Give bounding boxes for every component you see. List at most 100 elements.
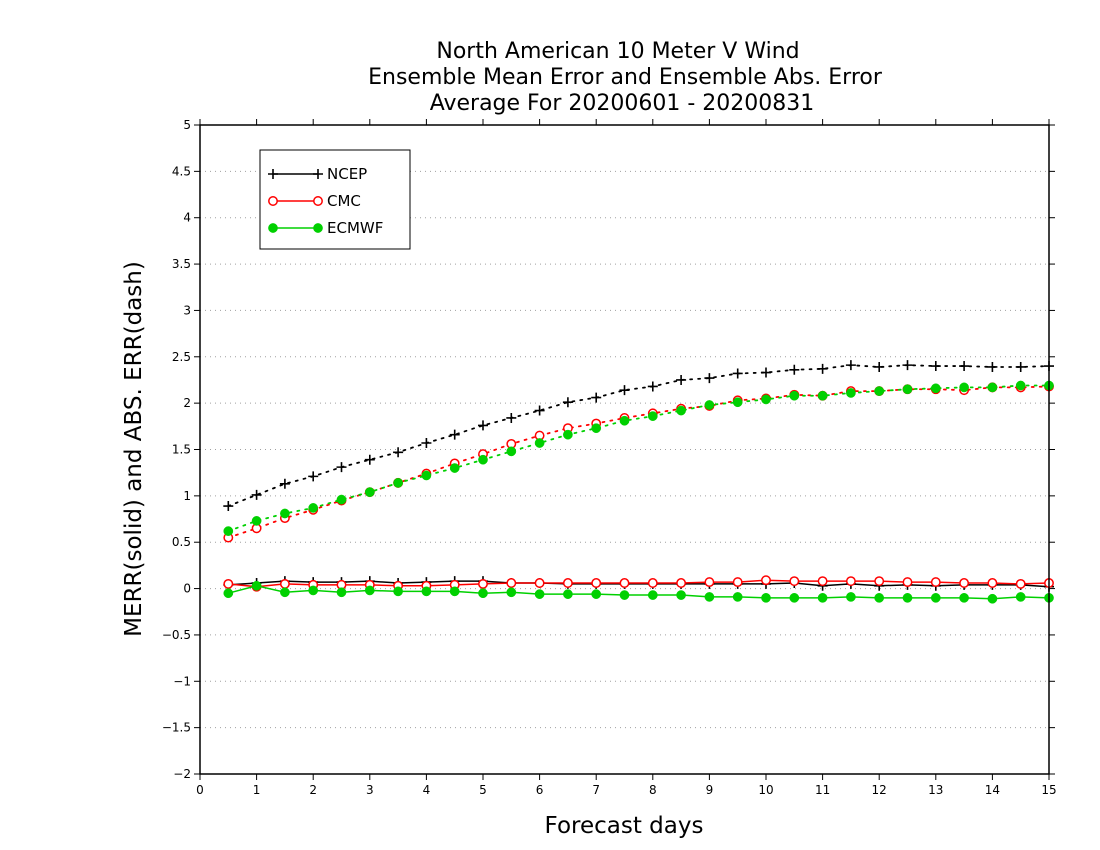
ecmwf-mean-err-point bbox=[732, 592, 743, 602]
x-tick-label: 4 bbox=[423, 783, 431, 797]
y-tick-label: −0.5 bbox=[162, 628, 191, 642]
ecmwf-mean-err-point bbox=[223, 588, 234, 599]
x-tick-label: 1 bbox=[253, 783, 261, 797]
ecmwf-abs-err-point bbox=[251, 516, 262, 526]
y-tick-label: 0.5 bbox=[172, 535, 191, 549]
legend-item-ecmwf: ECMWF bbox=[268, 219, 383, 237]
ecmwf-abs-err-point bbox=[364, 487, 375, 497]
ecmwf-mean-err-point bbox=[619, 590, 630, 600]
cmc-mean-err-point bbox=[647, 578, 658, 588]
ecmwf-abs-err-point bbox=[761, 394, 771, 405]
ecmwf-mean-err-point bbox=[704, 592, 715, 602]
y-tick-label: 5 bbox=[183, 118, 191, 132]
x-tick-label: 14 bbox=[985, 783, 1000, 797]
ecmwf-abs-err-point bbox=[308, 503, 319, 513]
ncep-abs-err-point bbox=[732, 368, 743, 379]
ecmwf-mean-err-line bbox=[228, 585, 1050, 600]
cmc-mean-err-point bbox=[279, 578, 290, 589]
legend-marker bbox=[313, 196, 323, 206]
ecmwf-abs-err-line bbox=[227, 384, 1050, 532]
y-tick-label: 3 bbox=[183, 303, 191, 317]
ecmwf-mean-err-point bbox=[647, 590, 658, 600]
x-tick-label: 15 bbox=[1041, 783, 1056, 797]
y-tick-label: −1 bbox=[173, 674, 191, 688]
ecmwf-abs-err-point bbox=[902, 384, 913, 395]
x-tick-label: 13 bbox=[928, 783, 943, 797]
cmc-mean-err-point bbox=[761, 575, 771, 586]
ecmwf-abs-err-point bbox=[732, 397, 743, 408]
ecmwf-abs-err-point bbox=[563, 429, 573, 440]
legend: NCEP CMC ECMWF bbox=[259, 149, 411, 250]
ncep-abs-err-point bbox=[534, 405, 545, 416]
ecmwf-abs-err-point bbox=[421, 470, 432, 481]
series-layer bbox=[223, 360, 1054, 604]
legend-marker bbox=[268, 223, 278, 233]
x-tick-label: 12 bbox=[872, 783, 887, 797]
cmc-mean-err-point bbox=[845, 576, 856, 587]
legend-label: ECMWF bbox=[327, 219, 383, 237]
ecmwf-mean-err-point bbox=[336, 587, 347, 598]
ecmwf-mean-err-point bbox=[591, 589, 602, 599]
ecmwf-mean-err-point bbox=[449, 586, 460, 597]
cmc-mean-err-point bbox=[562, 578, 573, 588]
ncep-abs-err-point bbox=[478, 420, 488, 431]
y-tick-label: 0 bbox=[183, 582, 191, 596]
cmc-mean-err-point bbox=[534, 578, 545, 588]
ncep-abs-err-point bbox=[676, 374, 687, 385]
legend-items: NCEP CMC ECMWF bbox=[268, 165, 383, 237]
ncep-abs-err-point bbox=[421, 438, 432, 449]
ncep-abs-err-point bbox=[619, 385, 630, 396]
ecmwf-mean-err-point bbox=[1015, 592, 1026, 602]
ecmwf-abs-err-point bbox=[1015, 380, 1026, 391]
ecmwf-mean-err-point bbox=[874, 592, 885, 603]
legend-box bbox=[259, 149, 411, 250]
ncep-abs-err-point bbox=[506, 412, 517, 423]
y-tick-label: 1.5 bbox=[172, 443, 191, 457]
ecmwf-abs-err-point bbox=[874, 386, 885, 396]
ecmwf-mean-err-point bbox=[506, 587, 517, 598]
y-tick-label: 1 bbox=[183, 489, 191, 503]
ecmwf-abs-err-point bbox=[817, 390, 828, 401]
ecmwf-abs-err-point bbox=[506, 446, 517, 457]
ncep-abs-err-point bbox=[393, 447, 404, 458]
x-tick-label: 3 bbox=[366, 783, 374, 797]
x-tick-label: 9 bbox=[706, 783, 714, 797]
cmc-mean-err-point bbox=[789, 576, 800, 587]
title-line-3: Average For 20200601 - 20200831 bbox=[430, 91, 815, 116]
y-tick-label: −1.5 bbox=[162, 721, 191, 735]
ecmwf-mean-err-point bbox=[251, 580, 262, 591]
ncep-abs-err-point bbox=[449, 429, 460, 440]
ncep-abs-err-point bbox=[902, 360, 913, 371]
ecmwf-abs-err-point bbox=[534, 438, 545, 448]
legend-item-cmc: CMC bbox=[268, 192, 361, 210]
legend-item-ncep: NCEP bbox=[268, 165, 367, 183]
ecmwf-abs-err-point bbox=[336, 494, 347, 505]
cmc-mean-err-point bbox=[874, 576, 885, 587]
y-tick-label: 3.5 bbox=[172, 257, 191, 271]
ecmwf-mean-err-point bbox=[308, 585, 319, 596]
cmc-abs-err-line bbox=[227, 385, 1050, 539]
ecmwf-abs-err-point bbox=[647, 411, 658, 421]
ecmwf-abs-err-point bbox=[591, 423, 602, 434]
ecmwf-abs-err-point bbox=[449, 463, 460, 473]
ncep-abs-err-line bbox=[227, 364, 1050, 507]
ecmwf-mean-err-point bbox=[789, 592, 800, 603]
ecmwf-mean-err-point bbox=[563, 589, 573, 599]
cmc-mean-err-point bbox=[930, 577, 941, 588]
legend-marker bbox=[268, 169, 278, 179]
cmc-mean-err-point bbox=[704, 577, 715, 588]
plot-frame bbox=[199, 124, 1050, 775]
x-tick-label: 8 bbox=[649, 783, 657, 797]
ecmwf-mean-err-point bbox=[478, 588, 488, 599]
series-ncep bbox=[223, 360, 1054, 592]
ncep-abs-err-point bbox=[251, 489, 262, 500]
legend-marker bbox=[268, 196, 278, 206]
y-axis-label: MERR(solid) and ABS. ERR(dash) bbox=[121, 261, 147, 637]
ecmwf-abs-err-point bbox=[676, 405, 686, 416]
cmc-mean-err-point bbox=[676, 578, 687, 588]
ncep-abs-err-point bbox=[1015, 361, 1026, 372]
ncep-abs-err-point bbox=[987, 361, 998, 372]
ecmwf-abs-err-point bbox=[704, 400, 715, 410]
ecmwf-mean-err-point bbox=[902, 592, 913, 603]
ecmwf-mean-err-point bbox=[959, 592, 969, 603]
